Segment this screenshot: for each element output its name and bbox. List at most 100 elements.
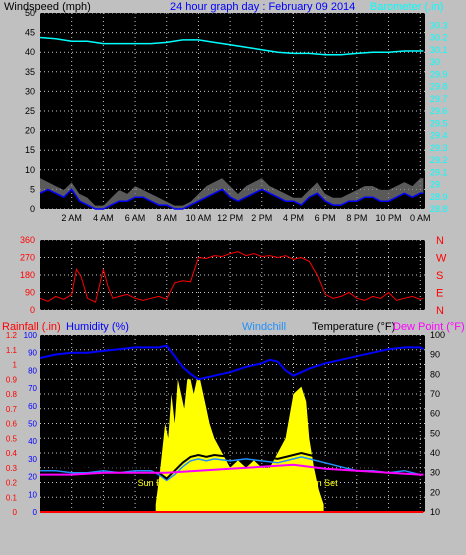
windspeed-tick-label: 5 [30, 184, 35, 194]
legend-windchill: Windchill [242, 321, 286, 333]
wind-speed-line [39, 188, 424, 210]
sunset-label: Sun Set [306, 478, 339, 488]
rainfall-tick-label: 0.4 [6, 449, 18, 458]
humidity-tick-label: 10 [28, 490, 37, 499]
wind-direction-tick-label: 270 [20, 253, 35, 263]
humidity-tick-label: 60 [28, 402, 37, 411]
rainfall-tick-label: 0.5 [6, 434, 18, 443]
humidity-tick-label: 70 [28, 384, 37, 393]
compass-label: W [436, 253, 447, 265]
compass-label: N [436, 235, 444, 247]
rainfall-tick-label: 1 [13, 361, 18, 370]
barometer-tick-label: 30 [430, 57, 440, 67]
humidity-tick-label: 50 [28, 420, 37, 429]
barometer-tick-label: 29.5 [430, 118, 448, 128]
rainfall-tick-label: 0 [13, 508, 18, 517]
temperature-tick-label: 90 [430, 350, 440, 360]
barometer-tick-label: 28.8 [430, 204, 448, 214]
wind-gust-band [40, 177, 424, 209]
wind-direction-tick-label: 180 [20, 270, 35, 280]
humidity-line [39, 344, 424, 381]
wind-direction-tick-label: 90 [25, 288, 35, 298]
barometer-tick-label: 28.9 [430, 192, 448, 202]
time-tick-label: 4 AM [93, 213, 114, 223]
compass-label: S [436, 270, 443, 282]
wind-direction-line [39, 251, 424, 303]
time-tick-label: 2 PM [251, 213, 272, 223]
time-tick-label: 10 AM [186, 213, 212, 223]
rainfall-tick-label: 0.6 [6, 420, 18, 429]
humidity-tick-label: 40 [28, 437, 37, 446]
rainfall-tick-label: 0.7 [6, 405, 18, 414]
temperature-tick-label: 60 [430, 409, 440, 419]
barometer-tick-label: 29.3 [430, 143, 448, 153]
barometer-tick-label: 29 [430, 180, 440, 190]
temperature-tick-label: 10 [430, 507, 440, 517]
barometer-line [39, 36, 424, 56]
temperature-tick-label: 80 [430, 369, 440, 379]
humidity-tick-label: 20 [28, 473, 37, 482]
temperature-tick-label: 70 [430, 389, 440, 399]
time-tick-label: 0 AM [410, 213, 431, 223]
windspeed-axis-label: Windspeed (mph) [4, 1, 91, 13]
barometer-tick-label: 30.2 [430, 33, 448, 43]
rainfall-tick-label: 1.1 [6, 346, 18, 355]
temperature-line [39, 451, 424, 480]
time-tick-label: 6 AM [125, 213, 146, 223]
barometer-tick-label: 29.2 [430, 155, 448, 165]
time-tick-label: 6 PM [315, 213, 336, 223]
compass-label: N [436, 305, 444, 317]
compass-label: E [436, 288, 443, 300]
windspeed-tick-label: 25 [25, 106, 35, 116]
time-tick-label: 4 PM [283, 213, 304, 223]
time-tick-label: 8 PM [346, 213, 367, 223]
legend-dew-point: Dew Point (°F) [393, 321, 465, 333]
windspeed-tick-label: 10 [25, 165, 35, 175]
temperature-tick-label: 30 [430, 468, 440, 478]
humidity-tick-label: 80 [28, 366, 37, 375]
barometer-axis-label: Barometer (.in) [370, 1, 443, 13]
barometer-tick-label: 29.4 [430, 131, 448, 141]
barometer-tick-label: 29.6 [430, 106, 448, 116]
solar-area [155, 379, 324, 512]
barometer-tick-label: 30.3 [430, 20, 448, 30]
windspeed-tick-label: 50 [25, 8, 35, 18]
barometer-tick-label: 29.1 [430, 167, 448, 177]
rainfall-tick-label: 0.2 [6, 479, 18, 488]
windspeed-tick-label: 15 [25, 145, 35, 155]
rainfall-tick-label: 0.1 [6, 493, 18, 502]
temperature-tick-label: 100 [430, 330, 445, 340]
barometer-tick-label: 29.8 [430, 82, 448, 92]
wind-gust-line [39, 176, 424, 206]
temperature-tick-label: 40 [430, 448, 440, 458]
time-tick-label: 2 AM [61, 213, 82, 223]
time-tick-label: 12 PM [217, 213, 243, 223]
temperature-tick-label: 50 [430, 428, 440, 438]
barometer-tick-label: 29.9 [430, 69, 448, 79]
windspeed-tick-label: 20 [25, 126, 35, 136]
barometer-tick-label: 29.7 [430, 94, 448, 104]
sunrise-label: Sun Rise [138, 478, 175, 488]
humidity-tick-label: 0 [33, 508, 38, 517]
time-tick-label: 8 AM [156, 213, 177, 223]
wind-direction-tick-label: 360 [20, 235, 35, 245]
legend-temperature: Temperature (°F) [312, 321, 395, 333]
windspeed-tick-label: 40 [25, 47, 35, 57]
legend-rainfall: Rainfall (.in) [2, 321, 61, 333]
time-tick-label: 10 PM [376, 213, 402, 223]
chart-title: 24 hour graph day : February 09 2014 [170, 1, 355, 13]
temperature-tick-label: 20 [430, 487, 440, 497]
wind-direction-tick-label: 0 [30, 305, 35, 315]
barometer-tick-label: 30.1 [430, 45, 448, 55]
humidity-tick-label: 100 [24, 331, 38, 340]
windspeed-tick-label: 0 [30, 204, 35, 214]
rainfall-tick-label: 1.2 [6, 331, 18, 340]
windspeed-tick-label: 45 [25, 28, 35, 38]
rainfall-tick-label: 0.9 [6, 375, 18, 384]
humidity-tick-label: 30 [28, 455, 37, 464]
legend-humidity: Humidity (%) [66, 321, 129, 333]
windspeed-tick-label: 35 [25, 67, 35, 77]
dew-point-line [40, 463, 424, 476]
